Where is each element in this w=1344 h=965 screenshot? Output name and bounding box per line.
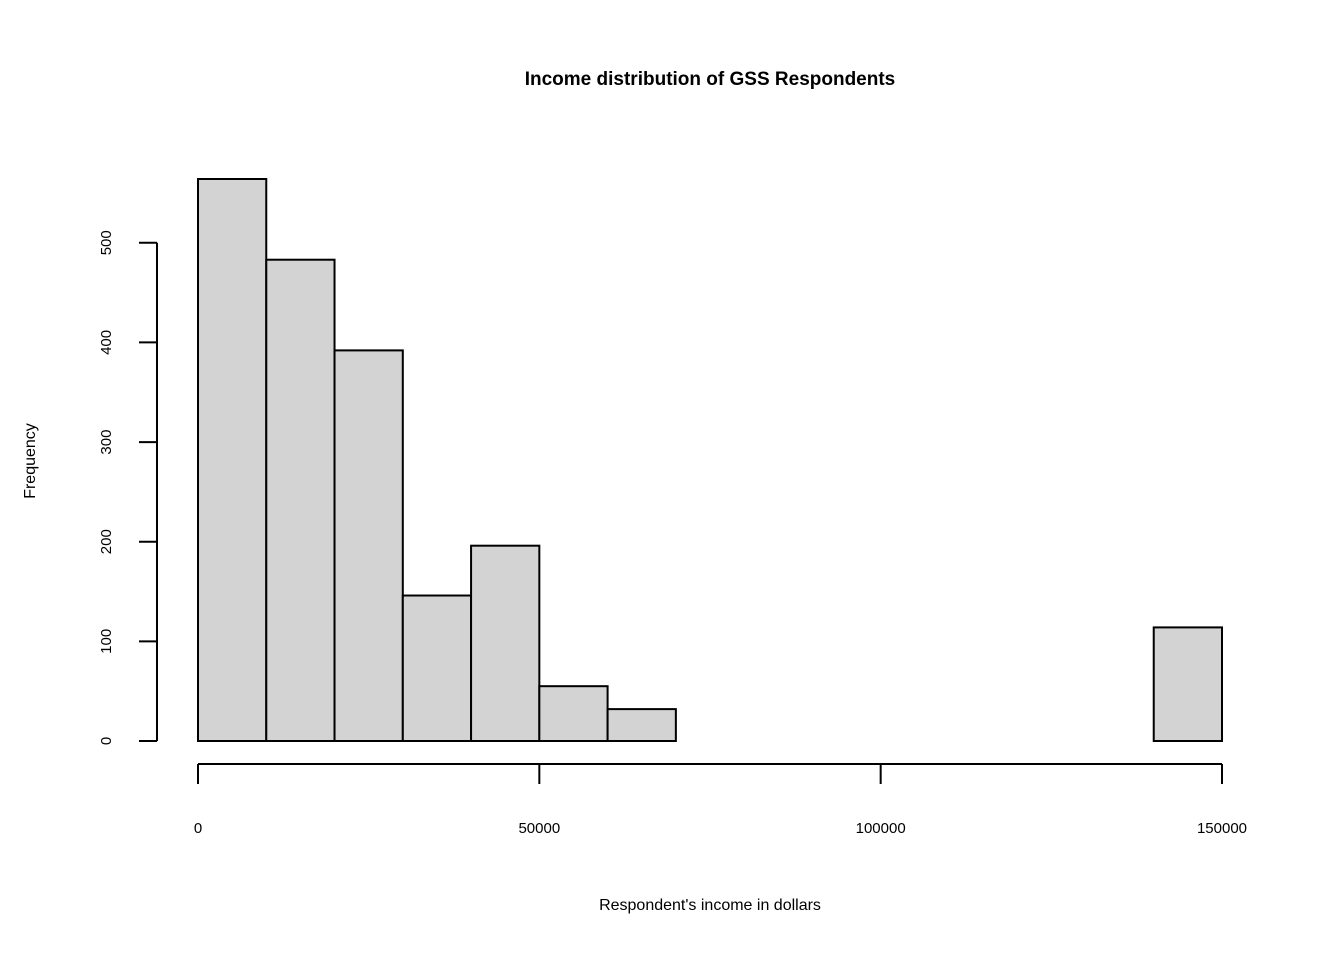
- histogram-bar-5: [538, 685, 609, 742]
- y-axis-label: Frequency: [22, 423, 39, 499]
- x-axis: 0 50000 100000 150000: [194, 763, 1247, 837]
- histogram-bar-0: [197, 178, 268, 742]
- histogram-bar-14: [1152, 626, 1223, 742]
- histogram-bar-6: [606, 708, 677, 742]
- bars-group: [197, 178, 1223, 742]
- y-tick-label-4: 400: [98, 330, 115, 355]
- y-axis: 0 100 200 300 400 500: [98, 230, 158, 745]
- x-tick-label-3: 150000: [1197, 820, 1247, 837]
- histogram-bar-4: [470, 544, 541, 742]
- x-tick-label-2: 100000: [856, 820, 906, 837]
- x-tick-label-1: 50000: [518, 820, 560, 837]
- y-tick-label-0: 0: [98, 737, 115, 745]
- y-tick-label-1: 100: [98, 629, 115, 654]
- histogram-bar-1: [265, 258, 336, 742]
- x-tick-label-0: 0: [194, 820, 202, 837]
- histogram-bar-3: [401, 594, 473, 742]
- y-tick-label-5: 500: [98, 230, 115, 255]
- x-axis-label: Respondent's income in dollars: [599, 897, 821, 914]
- y-tick-label-2: 200: [98, 529, 115, 554]
- chart-title: Income distribution of GSS Respondents: [525, 69, 896, 90]
- y-tick-label-3: 300: [98, 430, 115, 455]
- histogram-bar-2: [333, 349, 404, 742]
